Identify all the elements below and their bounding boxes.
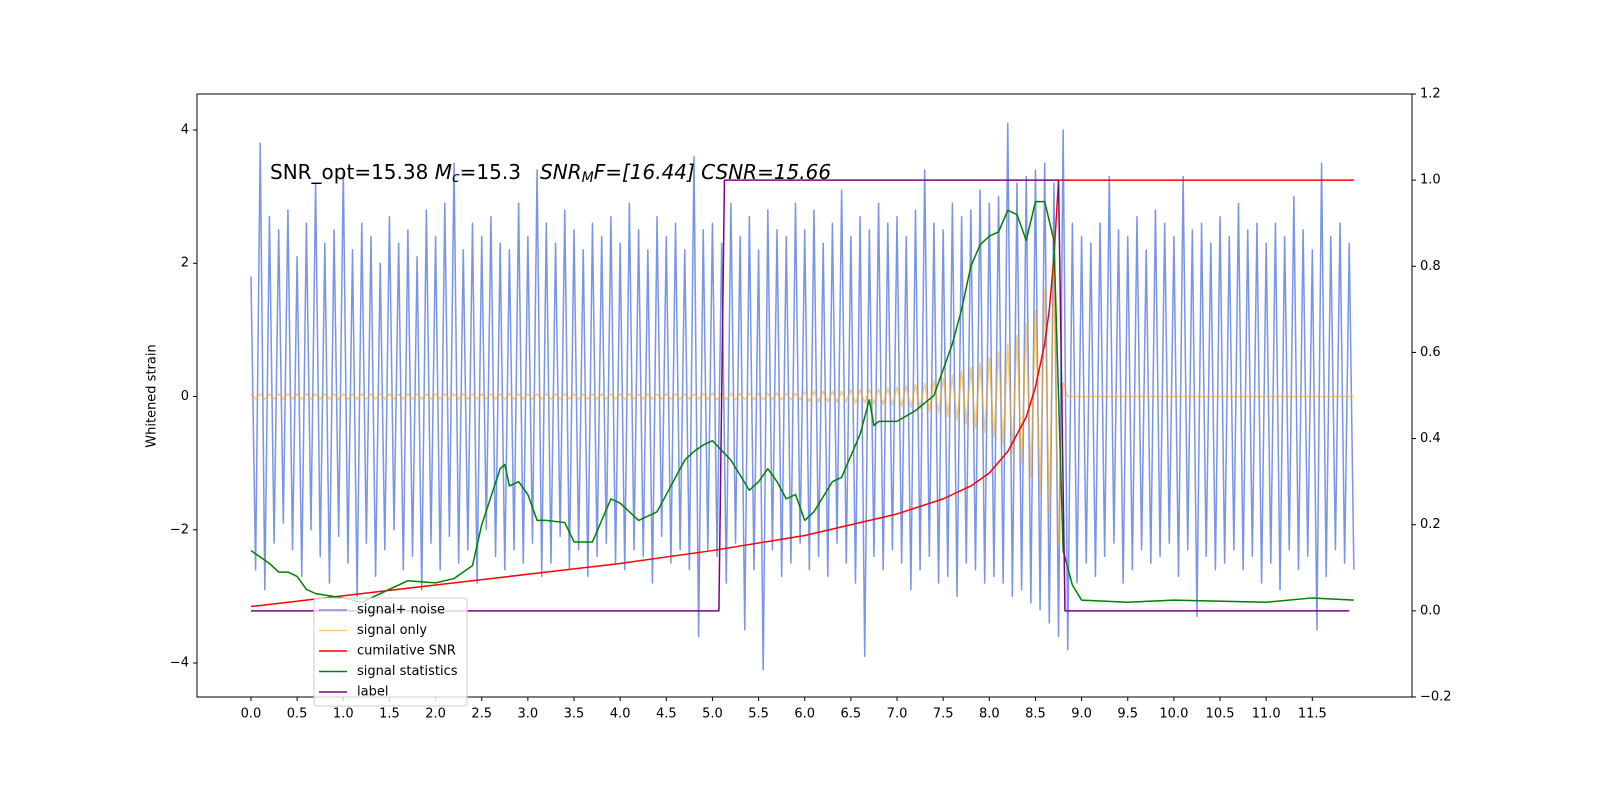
- x-tick-label: 11.5: [1298, 707, 1327, 722]
- annotation-part: c: [452, 170, 460, 186]
- series-line: [250, 262, 1354, 544]
- series-line: [250, 179, 1354, 608]
- y2-tick-label: 1.0: [1420, 173, 1441, 188]
- legend-box: [313, 597, 468, 707]
- legend-label: signal only: [357, 623, 427, 638]
- y-axis-label: Whitened strain: [145, 344, 160, 447]
- x-tick-label: 5.5: [748, 707, 769, 722]
- legend-label: cumilative SNR: [357, 644, 456, 659]
- annotation-part: M: [582, 170, 594, 186]
- y-tick-label: 4: [181, 122, 189, 137]
- x-tick-label: 3.0: [518, 707, 539, 722]
- x-tick-label: 0.0: [241, 707, 262, 722]
- x-tick-label: 6.5: [841, 707, 862, 722]
- x-tick-label: 9.5: [1117, 707, 1138, 722]
- x-tick-label: 1.0: [333, 707, 354, 722]
- x-tick-label: 2.5: [471, 707, 492, 722]
- y2-tick-label: 0.6: [1420, 345, 1441, 360]
- legend-label: label: [357, 685, 388, 700]
- y2-tick-label: 0.8: [1420, 259, 1441, 274]
- annotation-part: =15.3: [460, 160, 540, 184]
- legend-label: signal+ noise: [357, 603, 445, 618]
- annotation-part: M: [435, 160, 452, 184]
- plot-area: [250, 122, 1355, 671]
- x-tick-label: 7.5: [933, 707, 954, 722]
- x-tick-label: 7.0: [887, 707, 908, 722]
- series-line: [250, 200, 1354, 603]
- legend: signal+ noise signal only cumilative SNR si…: [313, 597, 468, 707]
- y-tick-label: −4: [170, 656, 189, 671]
- x-tick-label: 5.0: [702, 707, 723, 722]
- x-tick-label: 3.5: [564, 707, 585, 722]
- y2-tick-label: 0.2: [1420, 517, 1441, 532]
- y2-tick-label: 1.2: [1420, 87, 1441, 102]
- series-line: [250, 179, 1350, 612]
- x-tick-label: 9.0: [1071, 707, 1092, 722]
- x-tick-label: 10.0: [1159, 707, 1188, 722]
- x-tick-label: 2.0: [425, 707, 446, 722]
- y-tick-label: 0: [181, 389, 189, 404]
- annotation-part: F=[16.44] CSNR=15.66: [594, 160, 831, 184]
- x-tick-label: 8.0: [979, 707, 1000, 722]
- x-tick-label: 11.0: [1252, 707, 1281, 722]
- y2-tick-label: 0.4: [1420, 431, 1441, 446]
- y-tick-label: 2: [181, 256, 189, 271]
- annotation: SNR_opt=15.38 Mc=15.3 SNRMF=[16.44] CSNR…: [270, 160, 831, 187]
- annotation-part: SNR: [540, 160, 582, 184]
- x-tick-label: 0.5: [287, 707, 308, 722]
- x-tick-label: 6.0: [794, 707, 815, 722]
- x-tick-label: 4.0: [610, 707, 631, 722]
- y2-tick-label: 0.0: [1420, 603, 1441, 618]
- x-tick-label: 1.5: [379, 707, 400, 722]
- annotation-part: SNR_opt=15.38: [270, 160, 435, 184]
- x-tick-label: 10.5: [1206, 707, 1235, 722]
- y2-tick-label: −0.2: [1420, 690, 1452, 705]
- x-tick-label: 8.5: [1025, 707, 1046, 722]
- y-tick-label: −2: [170, 522, 189, 537]
- series-line: [250, 122, 1355, 671]
- x-tick-label: 4.5: [656, 707, 677, 722]
- legend-label: signal statistics: [357, 664, 458, 679]
